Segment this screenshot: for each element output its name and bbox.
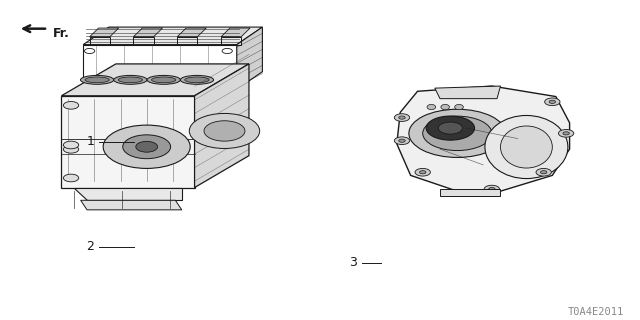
Polygon shape bbox=[61, 64, 249, 96]
Ellipse shape bbox=[114, 76, 147, 84]
Ellipse shape bbox=[441, 104, 449, 110]
Circle shape bbox=[426, 116, 475, 140]
Circle shape bbox=[409, 109, 506, 157]
Text: 3: 3 bbox=[349, 256, 356, 269]
Polygon shape bbox=[435, 86, 500, 99]
Ellipse shape bbox=[81, 76, 114, 84]
Circle shape bbox=[438, 122, 463, 134]
Circle shape bbox=[136, 141, 157, 152]
Circle shape bbox=[563, 132, 570, 135]
Circle shape bbox=[394, 114, 410, 121]
Circle shape bbox=[549, 100, 556, 103]
Circle shape bbox=[540, 171, 547, 174]
Circle shape bbox=[123, 135, 171, 159]
Ellipse shape bbox=[427, 104, 436, 110]
Polygon shape bbox=[61, 96, 195, 188]
Circle shape bbox=[415, 168, 430, 176]
Polygon shape bbox=[440, 189, 500, 196]
Circle shape bbox=[484, 185, 499, 193]
Ellipse shape bbox=[454, 104, 463, 110]
Ellipse shape bbox=[500, 126, 552, 168]
Polygon shape bbox=[74, 188, 182, 200]
Circle shape bbox=[489, 188, 495, 191]
Polygon shape bbox=[397, 86, 570, 191]
Polygon shape bbox=[133, 28, 163, 37]
Circle shape bbox=[423, 116, 492, 150]
Ellipse shape bbox=[152, 77, 176, 83]
Ellipse shape bbox=[485, 116, 568, 179]
Polygon shape bbox=[221, 28, 250, 37]
Text: Fr.: Fr. bbox=[52, 27, 69, 40]
Circle shape bbox=[103, 125, 190, 168]
Text: 2: 2 bbox=[86, 240, 94, 253]
Circle shape bbox=[63, 174, 79, 182]
Circle shape bbox=[63, 146, 79, 153]
Circle shape bbox=[545, 98, 560, 106]
Text: 1: 1 bbox=[86, 135, 94, 148]
Ellipse shape bbox=[180, 76, 214, 84]
Polygon shape bbox=[83, 89, 237, 96]
Ellipse shape bbox=[118, 77, 143, 83]
Circle shape bbox=[399, 116, 405, 119]
Polygon shape bbox=[237, 27, 262, 89]
Circle shape bbox=[63, 101, 79, 109]
Polygon shape bbox=[177, 28, 206, 37]
Polygon shape bbox=[81, 200, 182, 210]
Circle shape bbox=[399, 139, 405, 142]
Ellipse shape bbox=[147, 76, 180, 84]
Circle shape bbox=[63, 141, 79, 149]
Polygon shape bbox=[195, 64, 249, 188]
Ellipse shape bbox=[185, 77, 209, 83]
Polygon shape bbox=[90, 28, 119, 37]
Circle shape bbox=[204, 121, 245, 141]
Polygon shape bbox=[83, 27, 262, 44]
Circle shape bbox=[536, 168, 552, 176]
Text: T0A4E2011: T0A4E2011 bbox=[568, 308, 624, 317]
Circle shape bbox=[559, 130, 574, 137]
Circle shape bbox=[189, 113, 260, 148]
Circle shape bbox=[420, 171, 426, 174]
Ellipse shape bbox=[85, 77, 109, 83]
Circle shape bbox=[394, 137, 410, 145]
